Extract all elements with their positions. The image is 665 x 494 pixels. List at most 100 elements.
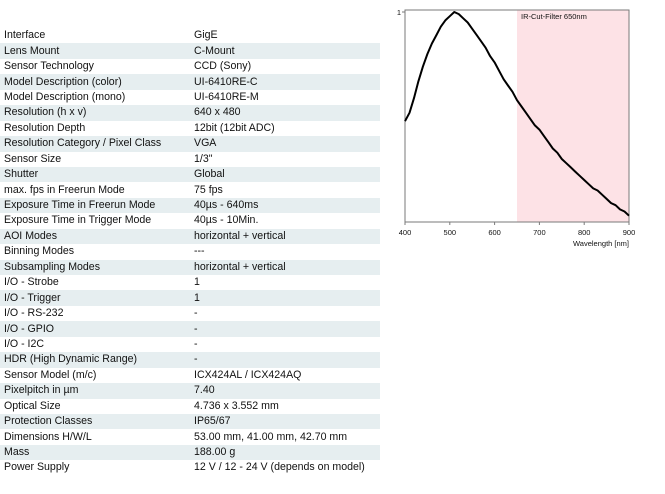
- spec-label: HDR (High Dynamic Range): [0, 352, 190, 368]
- spec-row: Resolution Category / Pixel Class VGA: [0, 136, 380, 152]
- spec-table: Interface GigE Lens Mount C-Mount Sensor Tec…: [0, 28, 380, 476]
- spec-label: Shutter: [0, 166, 190, 183]
- spec-row: Binning Modes ---: [0, 244, 380, 259]
- spec-row: Shutter Global: [0, 166, 380, 183]
- spec-value: 188.00 g: [190, 444, 380, 461]
- spec-value: 1/3": [194, 152, 213, 165]
- response-curve: [404, 11, 630, 217]
- spec-label: AOI Modes: [0, 228, 190, 245]
- spec-value: 40µs - 10Min.: [194, 214, 259, 227]
- spec-value: 40µs - 640ms: [190, 197, 380, 214]
- spec-row: I/O - GPIO -: [0, 321, 380, 337]
- spec-row: Exposure Time in Freerun Mode 40µs - 640m…: [0, 197, 380, 214]
- spec-value: ICX424AL / ICX424AQ: [194, 368, 302, 381]
- ir-cut-filter-band: [517, 10, 629, 222]
- spec-value: VGA: [190, 136, 380, 152]
- spec-row: max. fps in Freerun Mode 75 fps: [0, 182, 380, 197]
- spec-label: Dimensions H/W/L: [4, 430, 92, 443]
- spec-row: Power Supply 12 V / 12 - 24 V (depends on…: [0, 460, 380, 475]
- spec-label: Interface: [4, 29, 46, 42]
- spec-label: Protection Classes: [0, 413, 190, 430]
- spec-label: I/O - RS-232: [4, 307, 64, 320]
- ir-cut-filter-label: IR-Cut-Filter 650nm: [521, 12, 587, 21]
- spec-label: I/O - Strobe: [4, 276, 59, 289]
- spec-label: Pixelpitch in µm: [0, 383, 190, 399]
- spec-value: -: [190, 321, 380, 337]
- spec-value: IP65/67: [190, 413, 380, 430]
- spec-label: Exposure Time in Freerun Mode: [0, 197, 190, 214]
- spec-value: -: [194, 337, 198, 350]
- spec-row: Sensor Size 1/3": [0, 152, 380, 167]
- x-tick-label: 600: [488, 228, 501, 237]
- spec-row: Pixelpitch in µm 7.40: [0, 383, 380, 399]
- spec-label: Exposure Time in Trigger Mode: [4, 214, 152, 227]
- spec-value: UI-6410RE-M: [194, 90, 259, 103]
- spec-row: Resolution (h x v) 640 x 480: [0, 105, 380, 121]
- spec-value: 7.40: [190, 383, 380, 399]
- plot-frame: [404, 9, 630, 223]
- x-axis-label: Wavelength [nm]: [573, 239, 629, 248]
- spec-label: I/O - Trigger: [0, 290, 190, 306]
- spec-row: I/O - Strobe 1: [0, 275, 380, 290]
- spec-row: Subsampling Modes horizontal + vertical: [0, 259, 380, 275]
- spec-row: Interface GigE: [0, 28, 380, 43]
- spec-label: Subsampling Modes: [0, 259, 190, 275]
- y-axis-ticks: 1: [397, 8, 405, 17]
- y-tick-label: 1: [397, 8, 401, 17]
- spec-row: Optical Size 4.736 x 3.552 mm: [0, 399, 380, 414]
- x-tick-label: 400: [399, 228, 412, 237]
- spec-row: Sensor Technology CCD (Sony): [0, 59, 380, 74]
- spec-body: Interface GigE Lens Mount C-Mount Sensor Tec…: [0, 28, 380, 476]
- spec-value: horizontal + vertical: [190, 259, 380, 275]
- spec-row: Protection Classes IP65/67: [0, 413, 380, 430]
- spec-label: Sensor Size: [4, 152, 62, 165]
- spec-value: GigE: [194, 29, 218, 42]
- spec-value: 53.00 mm, 41.00 mm, 42.70 mm: [194, 430, 348, 443]
- spec-value: ---: [194, 245, 205, 258]
- spec-label: Binning Modes: [4, 245, 75, 258]
- spec-row: I/O - Trigger 1: [0, 290, 380, 306]
- spec-row: Sensor Model (m/c) ICX424AL / ICX424AQ: [0, 368, 380, 383]
- spectral-response-chart: IR-Cut-Filter 650nm 1 400 500 600 700 800 900…: [397, 8, 636, 248]
- spec-row: HDR (High Dynamic Range) -: [0, 352, 380, 368]
- spec-row: Model Description (color) UI-6410RE-C: [0, 74, 380, 90]
- x-tick-label: 700: [533, 228, 546, 237]
- spec-label: Resolution (h x v): [0, 105, 190, 121]
- spec-value: 12 V / 12 - 24 V (depends on model): [194, 461, 365, 474]
- spec-label: Mass: [0, 444, 190, 461]
- spec-row: I/O - RS-232 -: [0, 306, 380, 321]
- spec-row: I/O - I2C -: [0, 337, 380, 352]
- spec-row: Resolution Depth 12bit (12bit ADC): [0, 121, 380, 136]
- spec-row: AOI Modes horizontal + vertical: [0, 228, 380, 245]
- spec-value: 75 fps: [194, 183, 223, 196]
- spec-label: Resolution Depth: [4, 121, 86, 134]
- spec-label: Lens Mount: [0, 43, 190, 59]
- spec-value: Global: [190, 166, 380, 183]
- spec-row: Exposure Time in Trigger Mode 40µs - 10Mi…: [0, 213, 380, 228]
- spec-label: I/O - I2C: [4, 337, 45, 350]
- spec-value: 4.736 x 3.552 mm: [194, 399, 279, 412]
- spec-label: Model Description (mono): [4, 90, 126, 103]
- spec-label: Power Supply: [4, 461, 70, 474]
- spec-label: max. fps in Freerun Mode: [4, 183, 125, 196]
- x-tick-label: 800: [578, 228, 591, 237]
- spec-label: Resolution Category / Pixel Class: [0, 136, 190, 152]
- spec-row: Dimensions H/W/L 53.00 mm, 41.00 mm, 42.7…: [0, 429, 380, 444]
- plot-area: IR-Cut-Filter 650nm: [404, 9, 630, 223]
- x-axis-ticks: 400 500 600 700 800 900: [399, 222, 636, 237]
- spec-value: -: [194, 307, 198, 320]
- spec-label: Model Description (color): [0, 74, 190, 90]
- spec-label: I/O - GPIO: [0, 321, 190, 337]
- spec-value: 1: [194, 276, 200, 289]
- spec-row: Mass 188.00 g: [0, 444, 380, 461]
- spec-value: UI-6410RE-C: [190, 74, 380, 90]
- spec-value: horizontal + vertical: [190, 228, 380, 245]
- spec-value: C-Mount: [190, 43, 380, 59]
- x-tick-label: 900: [623, 228, 636, 237]
- spec-label: Sensor Technology: [4, 60, 94, 73]
- spec-value: 640 x 480: [190, 105, 380, 121]
- spec-row: Model Description (mono) UI-6410RE-M: [0, 90, 380, 105]
- spec-value: 1: [190, 290, 380, 306]
- x-tick-label: 500: [444, 228, 457, 237]
- spec-value: CCD (Sony): [194, 60, 252, 73]
